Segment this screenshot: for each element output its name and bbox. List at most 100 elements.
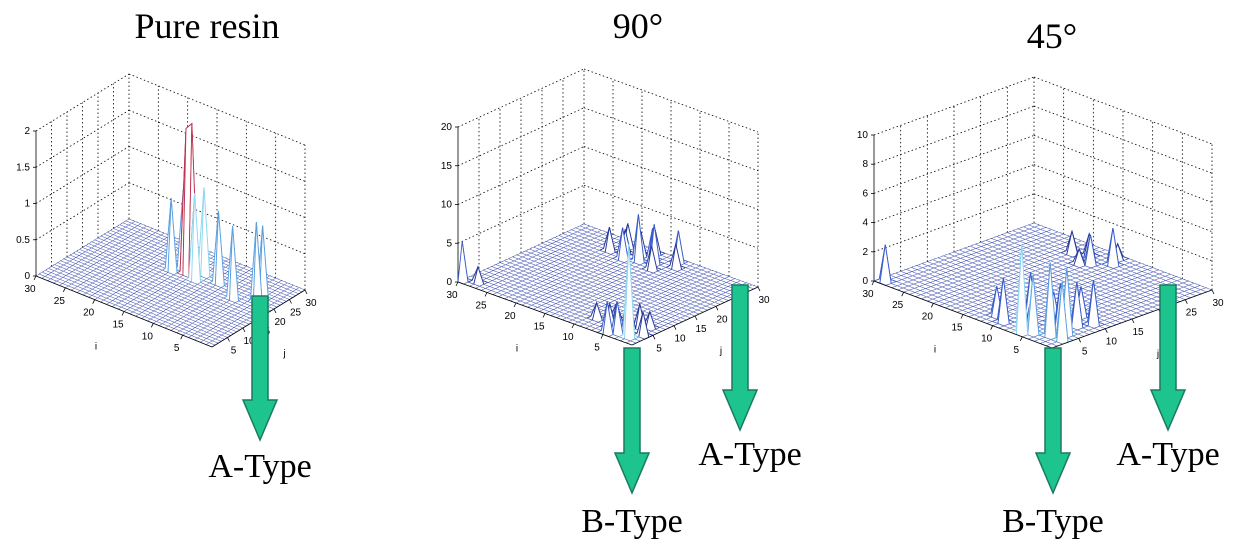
panel-1: Pure resin00.511.52510152025305101520253…	[16, 6, 317, 485]
i-tick-mark	[871, 280, 875, 286]
back-walls	[873, 76, 1213, 291]
i-tick-label: 5	[594, 343, 600, 354]
panel-3: 45°02468105101520253051015202530ijB-Type…	[857, 16, 1224, 540]
i-tick-mark	[542, 313, 546, 318]
callout-arrow-a-type	[1149, 284, 1187, 432]
surface-mesh	[872, 222, 1213, 349]
z-tick-label: 8	[862, 159, 868, 170]
i-axis-label: i	[934, 345, 936, 356]
z-tick-label: 0	[862, 276, 868, 287]
panel-2: 90°051015205101520253051015202530ijB-Typ…	[441, 6, 802, 540]
i-tick-label: 30	[446, 290, 458, 301]
j-tick-mark	[715, 306, 719, 311]
callout-label: A-Type	[1116, 436, 1219, 473]
j-tick-label: 5	[656, 343, 662, 354]
j-axis-label: j	[1156, 349, 1159, 360]
z-tick-label: 4	[862, 218, 868, 229]
i-tick-label: 10	[142, 331, 154, 342]
j-tick-label: 10	[1106, 337, 1118, 348]
j-tick-label: 30	[1212, 298, 1224, 309]
callout-label: A-Type	[698, 436, 801, 473]
i-tick-label: 15	[951, 323, 963, 334]
callout-label: B-Type	[581, 503, 683, 540]
i-tick-mark	[484, 292, 488, 297]
j-axis-label: j	[282, 349, 285, 360]
i-tick-mark	[901, 291, 905, 297]
j-tick-label: 20	[274, 317, 286, 328]
i-axis-label: i	[95, 342, 97, 353]
j-tick-mark	[1211, 289, 1215, 295]
panel-title: 90°	[613, 6, 663, 46]
i-tick-mark	[513, 302, 517, 308]
i-tick-mark	[92, 299, 96, 304]
j-tick-label: 10	[243, 336, 255, 347]
z-tick-label: 10	[441, 200, 453, 211]
j-tick-mark	[1131, 318, 1135, 324]
j-axis-label: j	[719, 346, 722, 357]
z-tick-label: 2	[24, 126, 30, 137]
i-tick-mark	[62, 287, 66, 293]
z-tick-label: 1	[24, 199, 30, 210]
i-tick-label: 25	[892, 300, 904, 311]
j-tick-label: 30	[758, 295, 770, 306]
i-tick-label: 25	[475, 301, 487, 312]
i-axis-label: i	[516, 344, 518, 355]
j-tick-label: 15	[1132, 327, 1144, 338]
i-tick-label: 5	[174, 343, 180, 354]
z-tick-label: 1.5	[16, 162, 30, 173]
j-tick-mark	[652, 335, 656, 340]
z-tick-label: 0	[24, 271, 30, 282]
j-tick-mark	[227, 337, 230, 342]
j-tick-mark	[757, 286, 761, 292]
z-tick-label: 0	[446, 277, 452, 288]
i-tick-mark	[930, 303, 934, 308]
callout-arrow-b-type	[613, 347, 651, 495]
i-tick-mark	[180, 334, 184, 340]
i-tick-label: 5	[1014, 345, 1020, 356]
i-tick-mark	[150, 323, 154, 328]
z-tick-label: 20	[441, 122, 453, 133]
callout-arrow-a-type	[721, 284, 759, 432]
i-tick-label: 20	[83, 308, 95, 319]
z-tick-label: 15	[441, 161, 453, 172]
j-tick-label: 25	[1186, 308, 1198, 319]
i-tick-mark	[990, 325, 994, 330]
callout-label: A-Type	[208, 448, 311, 485]
z-tick-label: 6	[862, 188, 868, 199]
i-tick-label: 10	[562, 332, 574, 343]
j-tick-mark	[1104, 328, 1108, 333]
i-tick-mark	[571, 323, 575, 329]
j-tick-mark	[242, 327, 246, 333]
z-tick-label: 0.5	[16, 235, 30, 246]
i-tick-label: 20	[922, 311, 934, 322]
j-tick-label: 5	[231, 346, 237, 357]
i-tick-label: 15	[533, 322, 545, 333]
j-tick-label: 20	[716, 314, 728, 325]
z-tick-label: 2	[862, 247, 868, 258]
i-tick-label: 10	[981, 334, 993, 345]
j-tick-mark	[304, 289, 308, 295]
i-tick-label: 30	[24, 284, 36, 295]
i-tick-mark	[455, 281, 459, 287]
i-tick-label: 15	[112, 320, 124, 331]
j-tick-label: 30	[305, 298, 317, 309]
z-tick-label: 5	[446, 238, 452, 249]
callout-arrow-a-type	[241, 295, 279, 442]
i-tick-label: 25	[54, 296, 66, 307]
panel-title: Pure resin	[135, 6, 280, 46]
i-tick-mark	[600, 334, 604, 339]
panel-title: 45°	[1027, 16, 1077, 56]
callout-label: B-Type	[1002, 503, 1104, 540]
j-tick-mark	[673, 325, 677, 330]
surface-mesh	[457, 214, 759, 346]
j-tick-mark	[1078, 338, 1082, 343]
j-tick-label: 15	[695, 324, 707, 335]
j-tick-mark	[694, 315, 698, 321]
callout-arrow-b-type	[1034, 347, 1072, 495]
i-tick-mark	[33, 275, 37, 281]
z-tick-label: 10	[857, 130, 869, 141]
i-tick-mark	[121, 311, 125, 316]
j-tick-mark	[289, 299, 292, 304]
j-tick-label: 5	[1082, 346, 1088, 357]
